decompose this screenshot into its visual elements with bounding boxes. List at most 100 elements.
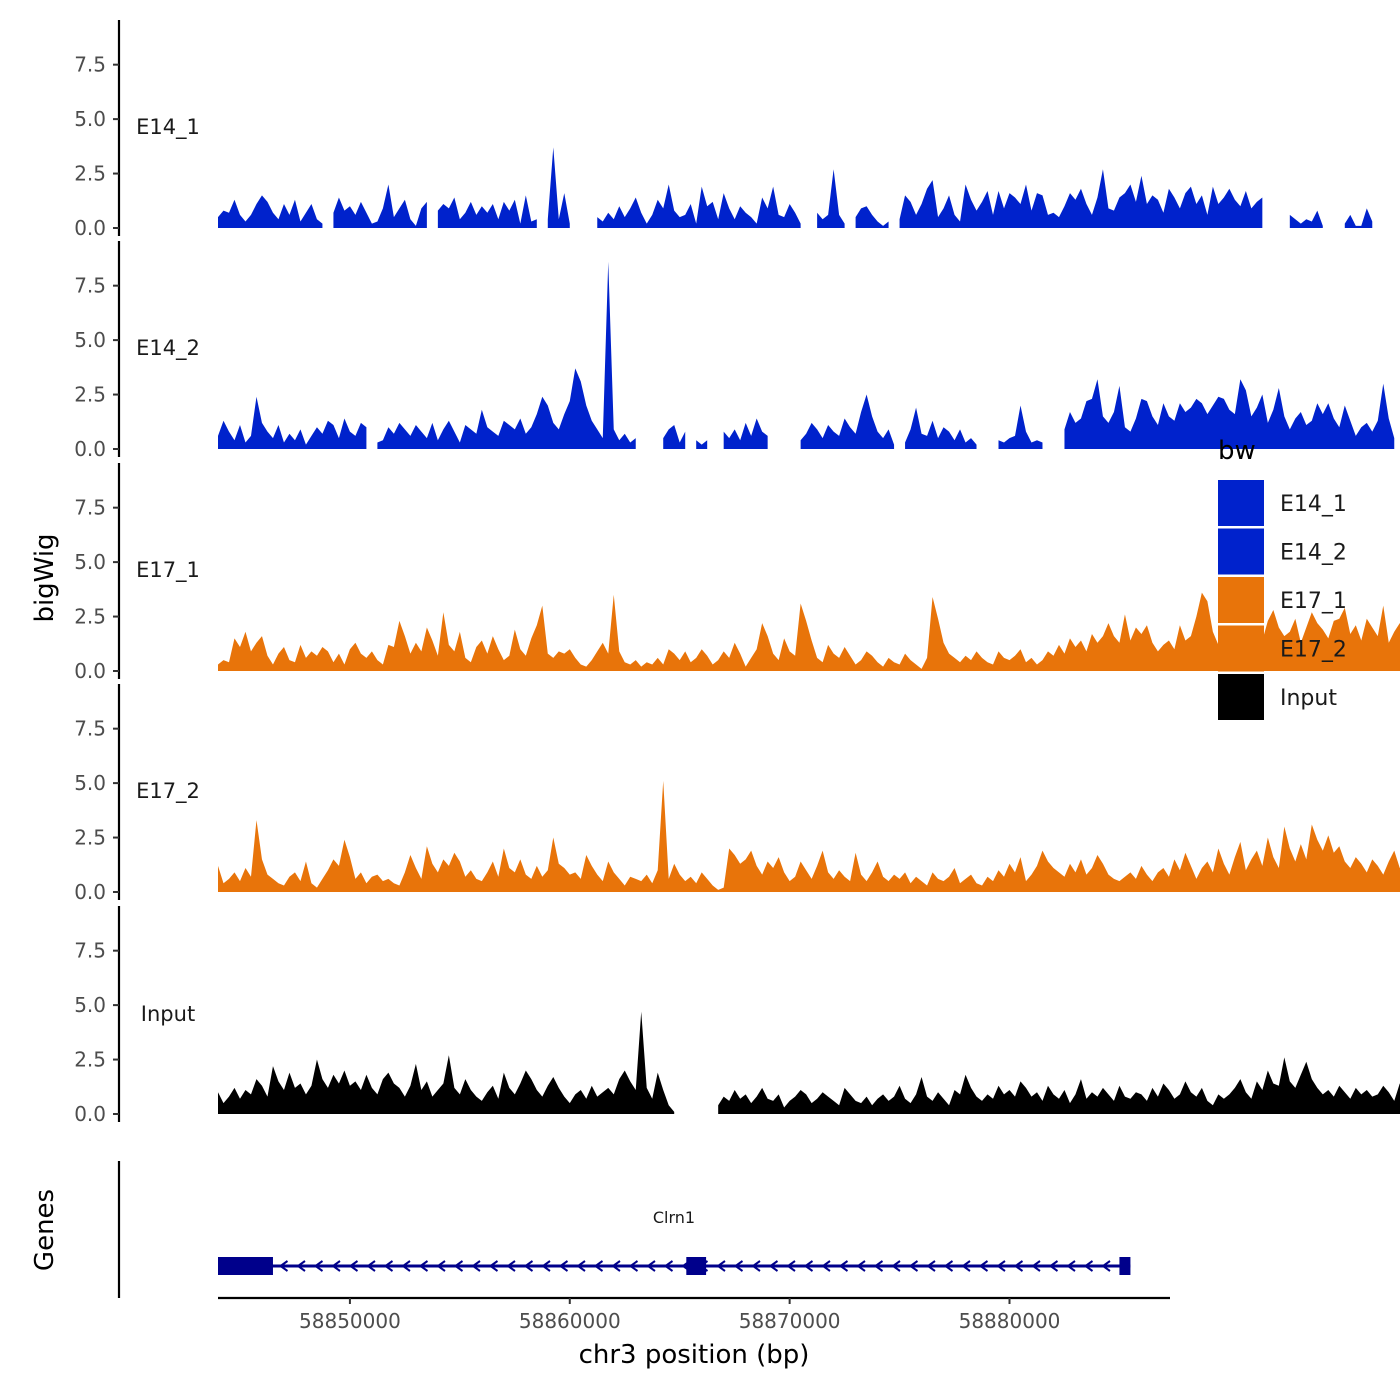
- coverage-area: [723, 418, 768, 449]
- strand-arrow: [996, 1260, 1006, 1272]
- legend-item-E14_1: E14_1: [1218, 480, 1347, 526]
- strand-arrow: [751, 1260, 761, 1272]
- coverage-area: [1064, 379, 1395, 449]
- strand-arrow: [418, 1260, 429, 1272]
- legend-label: Input: [1280, 686, 1337, 711]
- y-tick-label: 2.5: [74, 605, 106, 629]
- strand-arrow: [278, 1260, 289, 1272]
- legend-item-E14_2: E14_2: [1218, 528, 1347, 575]
- strand-arrow: [716, 1260, 726, 1272]
- gene-label: Clrn1: [653, 1208, 695, 1227]
- coverage-area: [218, 396, 367, 449]
- coverage-area: [855, 206, 889, 228]
- strand-arrow: [943, 1260, 954, 1272]
- strand-arrow: [1031, 1260, 1041, 1272]
- track-label: E17_2: [136, 779, 200, 804]
- strand-arrow: [453, 1260, 464, 1272]
- x-tick-label: 58880000: [959, 1309, 1061, 1333]
- strand-arrow: [296, 1260, 306, 1272]
- coverage-area: [218, 195, 323, 228]
- y-tick-label: 2.5: [74, 826, 106, 850]
- coverage-area: [718, 1057, 1400, 1114]
- track-E14_1: 0.0 2.5 5.0 7.5 E14_1: [74, 20, 1373, 240]
- strand-arrow: [1083, 1260, 1094, 1272]
- legend-title: bw: [1218, 436, 1256, 466]
- coverage-area: [998, 405, 1043, 449]
- strand-arrow: [891, 1260, 901, 1272]
- legend-swatch: [1218, 577, 1264, 623]
- strand-arrow: [1048, 1260, 1059, 1272]
- coverage-area: [547, 147, 570, 228]
- strand-arrow: [786, 1260, 796, 1272]
- strand-arrow: [576, 1260, 586, 1272]
- gene-exon: [1119, 1257, 1131, 1275]
- strand-arrow: [593, 1260, 604, 1272]
- y-tick-label: 0.0: [74, 1102, 106, 1126]
- strand-arrow: [611, 1260, 621, 1272]
- strand-arrow: [436, 1260, 446, 1272]
- y-tick-label: 0.0: [74, 659, 106, 683]
- strand-arrow: [488, 1260, 499, 1272]
- legend-label: E14_1: [1280, 492, 1347, 517]
- coverage-area: [800, 394, 895, 449]
- genes-axis-title: Genes: [30, 1189, 60, 1271]
- coverage-area: [817, 169, 845, 228]
- strand-arrow: [383, 1260, 394, 1272]
- coverage-area: [663, 425, 686, 449]
- x-axis-title: chr3 position (bp): [579, 1340, 810, 1370]
- legend-swatch: [1218, 674, 1264, 720]
- coverage-area: [905, 407, 977, 449]
- coverage-area: [218, 592, 1400, 671]
- strand-arrow: [541, 1260, 551, 1272]
- gene-track: Clrn1: [117, 1161, 1131, 1298]
- coverage-area: [333, 184, 427, 228]
- strand-arrow: [926, 1260, 936, 1272]
- coverage-area: [696, 440, 708, 449]
- y-tick-label: 5.0: [74, 107, 106, 131]
- legend-swatch: [1218, 625, 1264, 672]
- coverage-area: [1289, 210, 1323, 228]
- y-tick-label: 7.5: [74, 496, 106, 520]
- y-tick-label: 7.5: [74, 939, 106, 963]
- tracks-layer: 0.0 2.5 5.0 7.5 E14_1 0.0 2.5 5.0 7.5 E14_2 0.0 2.5…: [74, 20, 1400, 1126]
- coverage-area: [1344, 208, 1373, 228]
- strand-arrow: [1013, 1260, 1024, 1272]
- strand-arrow: [733, 1260, 744, 1272]
- strand-arrow: [663, 1260, 674, 1272]
- strand-arrow: [838, 1260, 849, 1272]
- legend-item-E17_1: E17_1: [1218, 577, 1347, 623]
- legend-swatch: [1218, 480, 1264, 526]
- y-tick-label: 5.0: [74, 550, 106, 574]
- strand-arrow: [908, 1260, 919, 1272]
- strand-arrow: [978, 1260, 989, 1272]
- track-E17_1: 0.0 2.5 5.0 7.5 E17_1: [74, 463, 1400, 683]
- strand-arrow: [471, 1260, 481, 1272]
- gene-exon: [218, 1257, 273, 1275]
- strand-arrow: [1101, 1260, 1111, 1272]
- strand-arrow: [366, 1260, 376, 1272]
- coverage-area: [218, 780, 1400, 892]
- y-tick-label: 2.5: [74, 1048, 106, 1072]
- strand-arrow: [506, 1260, 516, 1272]
- strand-arrow: [873, 1260, 884, 1272]
- x-tick-label: 58870000: [739, 1309, 841, 1333]
- legend-item-Input: Input: [1218, 674, 1337, 720]
- strand-arrow: [313, 1260, 324, 1272]
- x-tick-label: 58850000: [299, 1309, 401, 1333]
- y-axis-title: bigWig: [30, 533, 60, 622]
- strand-arrow: [523, 1260, 534, 1272]
- y-tick-label: 7.5: [74, 274, 106, 298]
- strand-arrow: [768, 1260, 779, 1272]
- coverage-area: [899, 169, 1263, 228]
- y-tick-label: 2.5: [74, 383, 106, 407]
- y-tick-label: 0.0: [74, 216, 106, 240]
- coverage-area: [218, 1011, 675, 1114]
- coverage-area: [597, 184, 801, 228]
- legend-swatch: [1218, 528, 1264, 575]
- gene-exon: [686, 1257, 707, 1275]
- strand-arrow: [961, 1260, 971, 1272]
- strand-arrow: [821, 1260, 831, 1272]
- track-E17_2: 0.0 2.5 5.0 7.5 E17_2: [74, 684, 1400, 904]
- track-E14_2: 0.0 2.5 5.0 7.5 E14_2: [74, 241, 1395, 461]
